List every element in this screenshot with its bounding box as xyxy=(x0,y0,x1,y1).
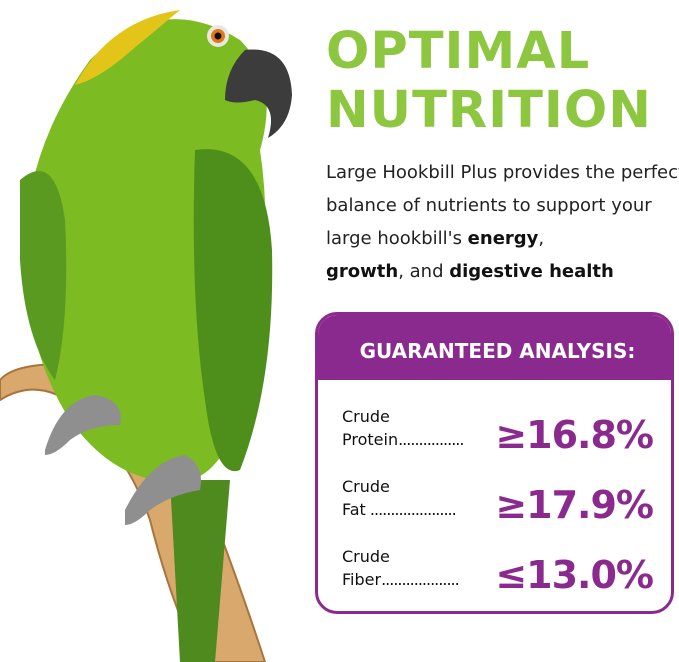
analysis-row-protein: Crude Protein................ ≥16.8% xyxy=(342,405,654,465)
intro-text: Large Hookbill Plus provides the perfect… xyxy=(326,156,679,288)
intro-bold-growth: growth xyxy=(326,261,399,282)
row-label: Crude Fat ..................... xyxy=(342,475,457,521)
intro-bold-energy: energy xyxy=(467,228,539,249)
row-label-line2: Fat xyxy=(342,500,366,519)
headline-line1: OPTIMAL xyxy=(326,22,591,81)
row-value: ≥16.8% xyxy=(495,413,654,457)
intro-part: Large Hookbill Plus provides the perfect… xyxy=(326,162,679,249)
headline: OPTIMAL NUTRITION xyxy=(326,22,652,140)
intro-sep: , and xyxy=(398,261,450,282)
row-label-line1: Crude xyxy=(342,547,390,566)
row-label-line2: Fiber xyxy=(342,570,382,589)
row-label: Crude Protein................ xyxy=(342,405,464,451)
analysis-title: GUARANTEED ANALYSIS: xyxy=(318,315,671,380)
analysis-row-fiber: Crude Fiber................... ≤13.0% xyxy=(342,545,654,605)
row-dots: ..................... xyxy=(365,500,457,519)
intro-sep: , xyxy=(538,228,545,249)
row-label-line1: Crude xyxy=(342,477,390,496)
headline-line2: NUTRITION xyxy=(326,81,652,140)
parrot-image xyxy=(0,10,292,662)
row-label: Crude Fiber................... xyxy=(342,545,460,591)
row-label-line1: Crude xyxy=(342,407,390,426)
analysis-row-fat: Crude Fat ..................... ≥17.9% xyxy=(342,475,654,535)
row-value: ≤13.0% xyxy=(495,553,654,597)
intro-bold-digestive: digestive health xyxy=(449,261,614,282)
row-dots: ................... xyxy=(381,570,460,589)
parrot-wing xyxy=(193,149,273,472)
row-label-line2: Protein xyxy=(342,430,399,449)
row-value: ≥17.9% xyxy=(495,483,654,527)
guaranteed-analysis-box: GUARANTEED ANALYSIS: Crude Protein.......… xyxy=(315,312,674,614)
parrot-beak xyxy=(225,49,292,138)
row-dots: ................ xyxy=(398,430,464,449)
